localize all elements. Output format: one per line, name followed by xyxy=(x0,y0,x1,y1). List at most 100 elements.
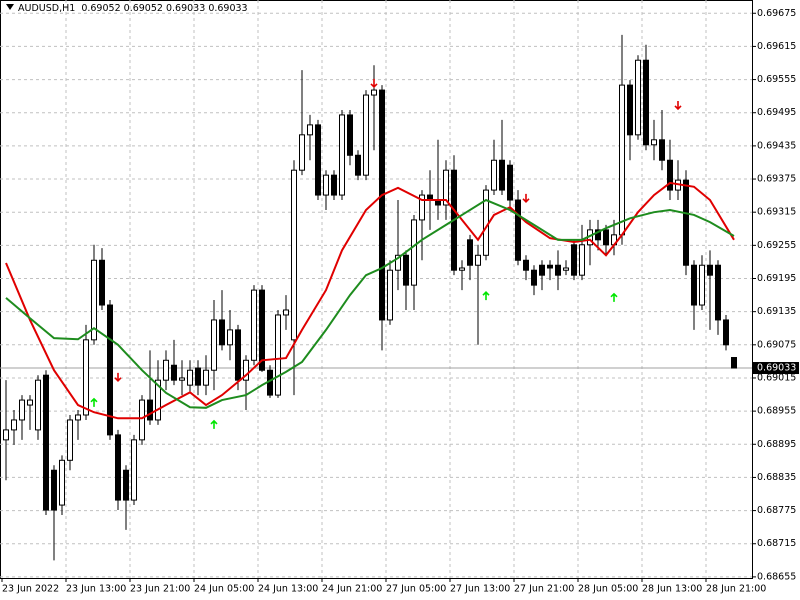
x-tick-label: 27 Jun 13:00 xyxy=(450,584,510,595)
y-tick-label: 0.69435 xyxy=(757,140,796,151)
candle-body xyxy=(371,89,377,96)
y-tick-label: 0.69135 xyxy=(757,306,796,317)
candle-body xyxy=(259,289,265,371)
x-tick-label: 27 Jun 05:00 xyxy=(386,584,446,595)
last-price-tag xyxy=(753,362,799,375)
y-tick-label: 0.69195 xyxy=(757,273,796,284)
candle-body xyxy=(531,269,537,286)
candle-body xyxy=(363,94,369,176)
candle-body xyxy=(131,439,137,501)
candle-body xyxy=(211,319,217,371)
candle-body xyxy=(75,414,81,421)
candle-body xyxy=(443,169,449,206)
candle-body xyxy=(571,244,577,276)
candle-body xyxy=(683,179,689,266)
candle-body xyxy=(147,399,153,421)
candle-body xyxy=(491,159,497,191)
candle-body xyxy=(515,199,521,261)
candle-body xyxy=(227,329,233,346)
x-tick-label: 24 Jun 05:00 xyxy=(194,584,254,595)
menu-triangle[interactable] xyxy=(6,4,14,10)
candle-body xyxy=(579,244,585,276)
header-high: 0.69052 xyxy=(123,3,163,14)
candle-body xyxy=(315,124,321,196)
signal-arrow xyxy=(370,78,378,89)
candle-body xyxy=(467,239,473,266)
candle-body xyxy=(555,264,561,276)
candle-body xyxy=(715,264,721,321)
candle-body xyxy=(203,369,209,386)
candle-body xyxy=(475,254,481,266)
candle-body xyxy=(547,264,553,269)
symbol: AUDUSD,H1 xyxy=(18,3,76,14)
signal-arrow xyxy=(210,419,218,429)
x-tick-label: 23 Jun 13:00 xyxy=(66,584,126,595)
signal-arrow xyxy=(674,100,682,111)
y-tick-label: 0.68715 xyxy=(757,538,796,549)
candle-body xyxy=(691,264,697,306)
candle-body xyxy=(339,114,345,196)
candle-body xyxy=(667,159,673,191)
x-tick-label: 28 Jun 05:00 xyxy=(578,584,638,595)
y-tick-label: 0.69555 xyxy=(757,74,796,85)
candle-body xyxy=(283,309,289,316)
y-tick-label: 0.69615 xyxy=(757,41,796,52)
candle-body xyxy=(43,374,49,511)
candle-body xyxy=(123,469,129,501)
signal-arrow xyxy=(522,193,530,203)
last-price-label: 0.69033 xyxy=(757,363,796,374)
candle-body xyxy=(355,154,361,176)
candle-body xyxy=(723,319,729,346)
candle-body xyxy=(83,339,89,416)
candle-body xyxy=(603,229,609,246)
candle-body xyxy=(291,169,297,341)
candle-body xyxy=(347,114,353,156)
candle-body xyxy=(643,59,649,146)
candle-body xyxy=(27,399,33,406)
candle-body xyxy=(323,174,329,196)
y-tick-label: 0.69255 xyxy=(757,240,796,251)
candle-body xyxy=(163,359,169,381)
candle-body xyxy=(91,259,97,341)
candle-body xyxy=(507,164,513,201)
candle-body xyxy=(3,429,9,441)
candle-body xyxy=(619,84,625,236)
candle-body xyxy=(179,377,185,381)
candle-body xyxy=(411,219,417,286)
x-tick-label: 24 Jun 13:00 xyxy=(258,584,318,595)
candle-body xyxy=(299,134,305,171)
candle-body xyxy=(595,229,601,241)
candle-body xyxy=(235,329,241,381)
candle-body xyxy=(419,194,425,221)
candle-body xyxy=(651,139,657,146)
candle-body xyxy=(459,267,465,271)
y-tick-label: 0.69675 xyxy=(757,8,796,19)
x-tick-label: 23 Jun 21:00 xyxy=(130,584,190,595)
candle-body xyxy=(635,59,641,136)
candle-body xyxy=(107,304,113,436)
x-tick-label: 27 Jun 21:00 xyxy=(514,584,574,595)
candle-body xyxy=(11,419,17,431)
candle-body xyxy=(707,264,713,276)
header-open: 0.69052 xyxy=(81,3,121,14)
candle-body xyxy=(379,89,385,321)
chart-header: AUDUSD,H1 0.69052 0.69052 0.69033 0.6903… xyxy=(6,3,248,14)
x-tick-label: 24 Jun 21:00 xyxy=(322,584,382,595)
signal-arrow xyxy=(482,291,490,301)
candle-body xyxy=(51,469,57,511)
candle-body xyxy=(275,314,281,396)
x-tick-label: 23 Jun 2022 xyxy=(2,584,59,595)
signal-arrow xyxy=(610,292,618,302)
y-tick-label: 0.69315 xyxy=(757,207,796,218)
candle-body xyxy=(115,434,121,501)
y-tick-label: 0.69015 xyxy=(757,372,796,383)
candle-body xyxy=(387,269,393,321)
candle-body xyxy=(187,369,193,386)
candle-body xyxy=(403,254,409,286)
y-tick-label: 0.68835 xyxy=(757,472,796,483)
signal-arrow xyxy=(114,372,122,382)
candle-body xyxy=(19,399,25,421)
x-tick-label: 28 Jun 13:00 xyxy=(642,584,702,595)
candle-body xyxy=(67,419,73,461)
